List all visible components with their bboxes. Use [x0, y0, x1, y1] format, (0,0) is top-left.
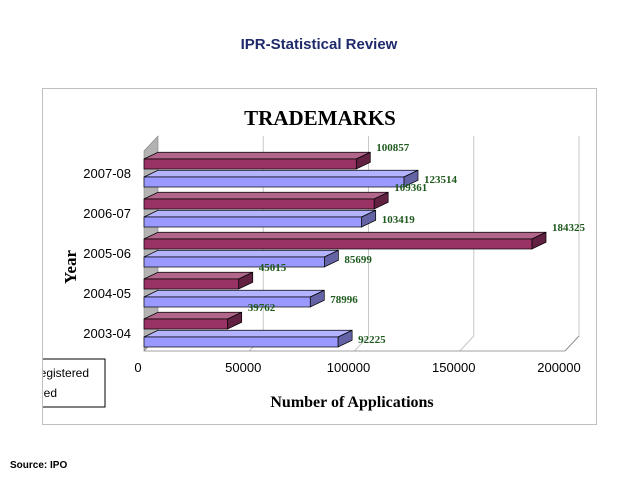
- bar-top-face: [143, 249, 339, 258]
- source-note: Source: IPO: [10, 460, 68, 471]
- bar-top-face: [143, 271, 253, 280]
- bar-top-face: [143, 151, 371, 160]
- y-tick-label: 2006-07: [83, 206, 131, 221]
- y-tick-label: 2003-04: [83, 326, 131, 341]
- bar-top-face: [143, 289, 325, 298]
- bars-layer: [143, 151, 547, 348]
- y-axis-title: Year: [61, 250, 80, 284]
- bar-registered: [143, 231, 547, 250]
- bar-front-face: [143, 296, 311, 308]
- bar-side-face: [337, 329, 353, 348]
- x-tick-label: 200000: [537, 360, 580, 375]
- bar-side-face: [361, 209, 377, 228]
- chart-frame: TRADEMARKS 39762 92225 45015 78996 184325 856…: [12, 88, 597, 425]
- legend: Registered Filed: [12, 358, 106, 408]
- bar-side-face: [324, 249, 339, 268]
- bar-side-face: [355, 151, 371, 170]
- bar-top-face: [143, 231, 547, 240]
- bar-side-face: [227, 311, 243, 330]
- x-tick-label: 100000: [327, 360, 370, 375]
- data-labels-layer: 39762 92225 45015 78996 184325 85699 109361 103…: [248, 142, 586, 346]
- bar-filed: [143, 329, 353, 348]
- data-label-filed: 123514: [424, 174, 458, 186]
- floor-edge: [564, 335, 580, 352]
- bar-registered: [143, 191, 389, 210]
- bar-front-face: [143, 238, 533, 250]
- floor-gridline: [354, 335, 369, 352]
- legend-label-filed: Filed: [43, 386, 57, 400]
- x-tick-label: 50000: [225, 360, 261, 375]
- data-label-filed: 103419: [382, 214, 416, 226]
- bar-top-face: [143, 209, 376, 218]
- data-label-filed: 92225: [358, 334, 386, 346]
- x-tick-label: 0: [134, 360, 141, 375]
- chart-title: TRADEMARKS: [244, 106, 396, 130]
- bar-registered: [143, 151, 371, 170]
- y-tick-label: 2004-05: [83, 286, 131, 301]
- bar-registered: [143, 311, 243, 330]
- floor-gridline: [459, 335, 475, 352]
- bar-top-face: [143, 311, 242, 320]
- bar-front-face: [143, 216, 363, 228]
- bar-side-face: [309, 289, 325, 308]
- y-tick-label: 2007-08: [83, 166, 131, 181]
- bar-front-face: [143, 158, 357, 170]
- data-label-registered: 100857: [376, 142, 410, 154]
- bar-side-face: [531, 231, 547, 250]
- bar-front-face: [143, 278, 240, 290]
- bar-front-face: [143, 198, 375, 210]
- data-label-filed: 78996: [330, 294, 358, 306]
- bar-filed: [143, 209, 377, 228]
- axis-layer: 2003-04 2004-05 2005-06 2006-07 2007-08 0 5000…: [83, 166, 580, 375]
- y-tick-label: 2005-06: [83, 246, 131, 261]
- bar-front-face: [143, 336, 339, 348]
- bar-front-face: [143, 318, 229, 330]
- data-label-registered: 109361: [394, 182, 427, 194]
- data-label-registered: 39762: [248, 302, 276, 314]
- page-title: IPR-Statistical Review: [240, 36, 398, 53]
- bar-front-face: [143, 256, 325, 268]
- bar-filed: [143, 169, 419, 188]
- bar-filed: [143, 289, 325, 308]
- bar-filed: [143, 249, 339, 268]
- bar-side-face: [403, 169, 419, 188]
- bar-top-face: [143, 329, 353, 338]
- bar-side-face: [373, 191, 389, 210]
- bar-top-face: [143, 169, 419, 178]
- legend-label-registered: Registered: [43, 366, 89, 380]
- bar-top-face: [143, 191, 389, 200]
- bar-side-face: [238, 271, 254, 290]
- data-label-registered: 45015: [259, 262, 287, 274]
- trademarks-chart: TRADEMARKS 39762 92225 45015 78996 184325 856…: [12, 106, 586, 411]
- data-label-filed: 85699: [344, 254, 372, 266]
- x-axis-title: Number of Applications: [270, 394, 433, 411]
- bar-registered: [143, 271, 254, 290]
- bar-front-face: [143, 176, 405, 188]
- x-tick-label: 150000: [432, 360, 475, 375]
- data-label-registered: 184325: [552, 222, 586, 234]
